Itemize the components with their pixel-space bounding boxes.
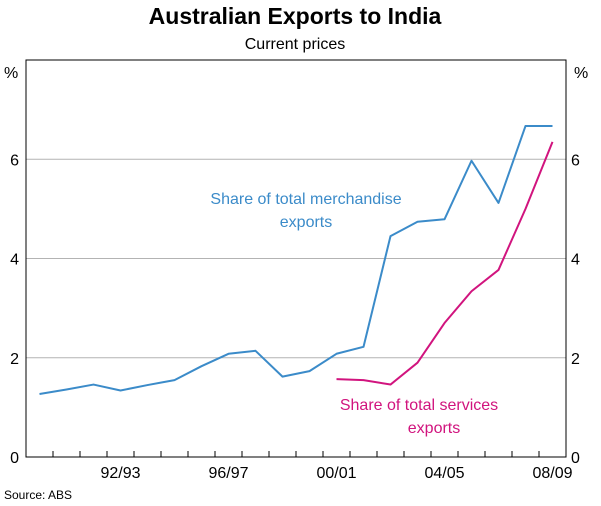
merchandise-series-label-line2: exports xyxy=(280,214,332,231)
x-tick-label-08-09: 08/09 xyxy=(532,465,572,482)
y-tick-label-right-4: 4 xyxy=(571,252,580,269)
merchandise-series-label-line1: Share of total merchandise xyxy=(210,191,401,208)
y-axis-unit-left: % xyxy=(4,65,18,82)
x-tick-label-92-93: 92/93 xyxy=(100,465,140,482)
y-tick-label-left-6: 6 xyxy=(10,152,19,169)
x-tick-label-96-97: 96/97 xyxy=(208,465,248,482)
series-lines xyxy=(39,125,554,395)
y-tick-label-left-0: 0 xyxy=(10,450,19,467)
y-tick-label-right-0: 0 xyxy=(571,450,580,467)
y-tick-label-right-6: 6 xyxy=(571,152,580,169)
axis-ticks: 0 0 2 2 4 4 6 6 92/93 96/97 00/01 04/05 08/09 xyxy=(10,152,580,482)
y-tick-label-left-2: 2 xyxy=(10,351,19,368)
services-series-label-line1: Share of total services xyxy=(340,397,498,414)
x-tick-label-04-05: 04/05 xyxy=(424,465,464,482)
services-series-label-line2: exports xyxy=(408,420,460,437)
x-tick-label-00-01: 00/01 xyxy=(316,465,356,482)
source-note: Source: ABS xyxy=(4,488,72,502)
merchandise-series-line xyxy=(39,125,553,395)
gridlines xyxy=(26,158,566,359)
y-tick-label-left-4: 4 xyxy=(10,252,19,269)
y-tick-label-right-2: 2 xyxy=(571,351,580,368)
y-axis-unit-right: % xyxy=(574,65,588,82)
chart-subtitle: Current prices xyxy=(245,36,345,53)
services-series-line xyxy=(336,141,554,386)
plot-frame xyxy=(25,59,567,458)
chart-title: Australian Exports to India xyxy=(149,3,442,29)
